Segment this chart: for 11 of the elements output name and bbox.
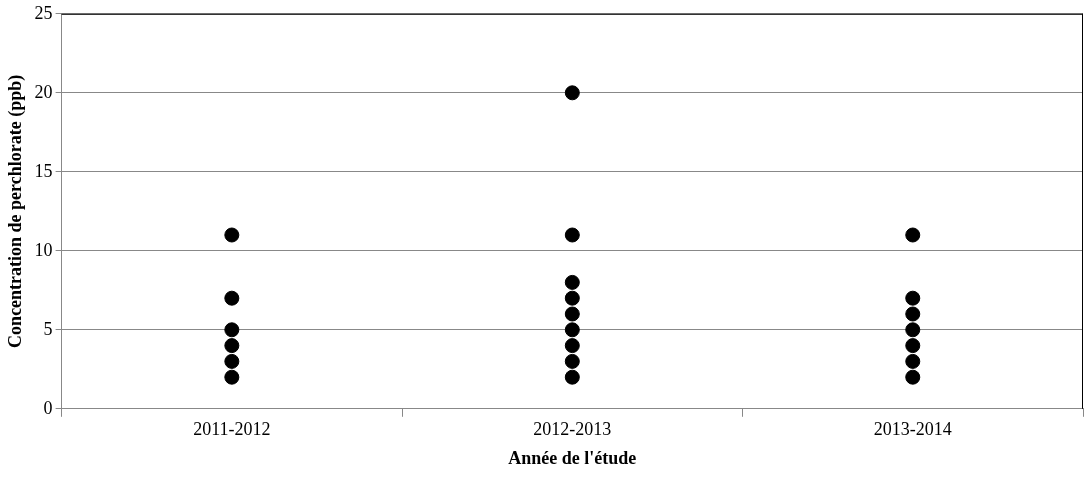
x-axis-title: Année de l'étude xyxy=(508,447,637,468)
x-tick-label: 2013-2014 xyxy=(873,419,952,440)
x-tick-label: 2012-2013 xyxy=(533,419,612,440)
y-tick-label: 15 xyxy=(34,160,53,181)
y-tick-label: 20 xyxy=(34,81,53,102)
y-tick-label: 5 xyxy=(43,318,53,339)
y-axis-title: Concentration de perchlorate (ppb) xyxy=(5,74,27,348)
y-tick-label: 25 xyxy=(34,2,53,23)
x-tick-label: 2011-2012 xyxy=(193,419,271,440)
y-tick-label: 0 xyxy=(43,397,53,418)
y-tick-label: 10 xyxy=(34,239,53,260)
